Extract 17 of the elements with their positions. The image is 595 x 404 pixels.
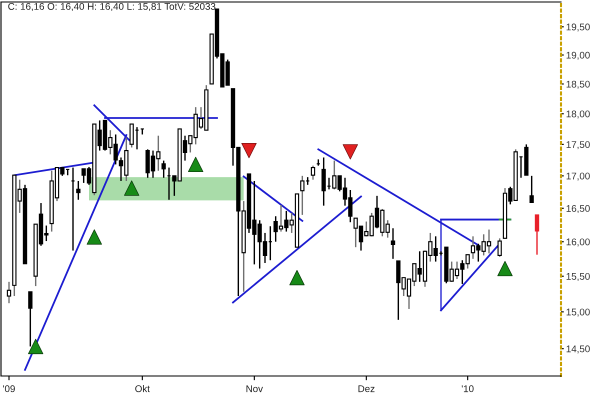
y-tick-label: 17,50 (566, 141, 590, 150)
y-tick-label: 15,00 (566, 308, 590, 317)
y-tick-label: 18,00 (566, 110, 590, 119)
y-tick-label: 17,00 (566, 172, 590, 181)
y-tick-label: 15,50 (566, 272, 590, 281)
x-tick-label: '09 (3, 385, 15, 392)
y-tick-label: 16,50 (566, 205, 590, 214)
y-tick-label: 18,50 (566, 80, 590, 89)
y-tick-label: 14,50 (566, 345, 590, 354)
y-tick-label: 19,50 (566, 24, 590, 32)
x-tick-label: '10 (462, 385, 474, 392)
y-tick-label: 16,00 (566, 238, 590, 246)
y-tick-label: 19,00 (566, 52, 590, 60)
x-tick-label: Dez (358, 385, 374, 392)
x-tick-label: Okt (135, 385, 150, 392)
chart-title: C: 16,16 O: 16,40 H: 16,40 L: 15,81 TotV: 52033 (8, 3, 216, 12)
x-tick-label: Nov (246, 385, 263, 392)
